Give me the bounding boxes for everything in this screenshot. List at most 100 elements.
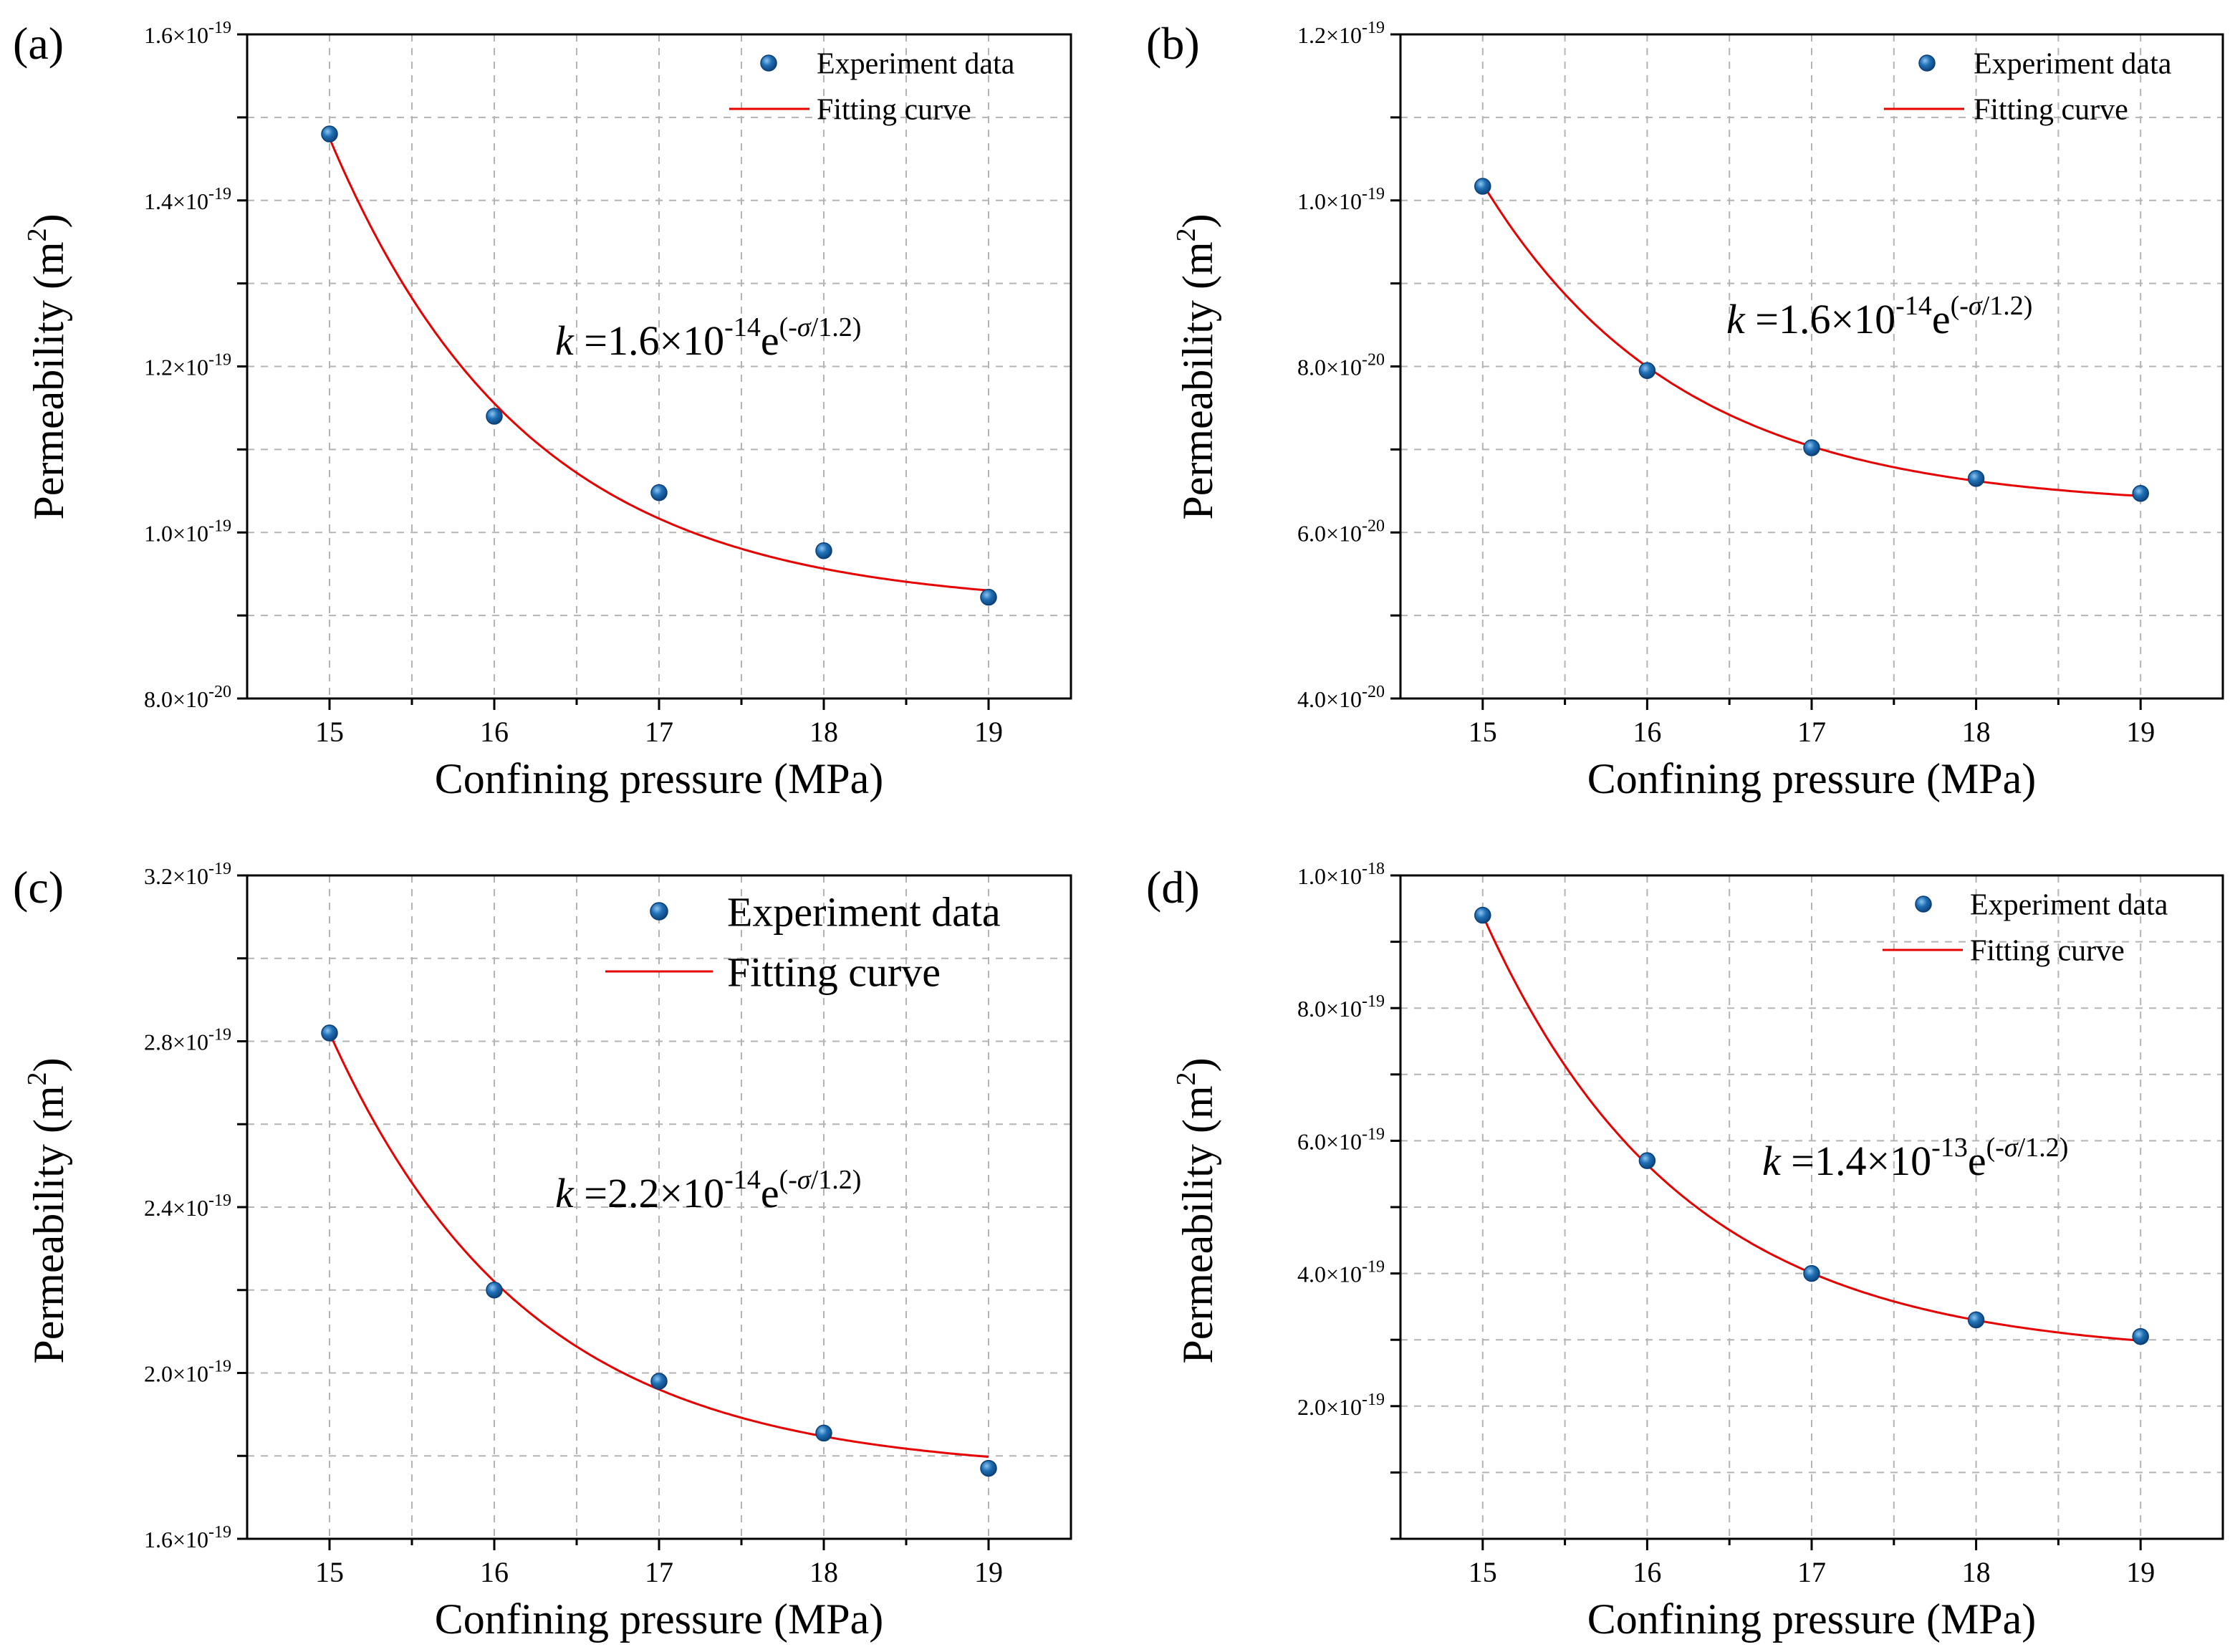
- x-axis-title: Confining pressure (MPa): [435, 1595, 884, 1643]
- y-tick-label: 1.6×10-19: [144, 19, 231, 48]
- data-point: [1967, 1311, 1985, 1329]
- x-tick-label: 17: [645, 716, 673, 748]
- x-tick-label: 16: [480, 1556, 509, 1588]
- gridlines: [247, 34, 1071, 698]
- panel-label: (c): [13, 862, 64, 913]
- x-tick-label: 15: [1469, 716, 1497, 748]
- y-tick-label: 1.0×10-19: [144, 517, 231, 546]
- x-tick-label: 19: [974, 1556, 1003, 1588]
- fit-equation: k =2.2×10-14e(-σ/1.2): [555, 1165, 861, 1216]
- data-point: [980, 588, 997, 606]
- data-point: [1967, 470, 1985, 487]
- y-tick-label: 3.2×10-19: [144, 860, 231, 889]
- y-tick-label: 1.0×10-19: [1297, 185, 1385, 214]
- chart-panel-4: 15 16 17 18 19 2.0×10-19 4.0×10-19 6.0×10-19 8.0…: [1146, 860, 2224, 1643]
- gridlines: [247, 875, 1071, 1539]
- legend-label-experiment: Experiment data: [1970, 889, 2168, 922]
- legend-label-fitting: Fitting curve: [727, 949, 941, 995]
- x-tick-label: 18: [1962, 1556, 1991, 1588]
- y-tick-label: 1.2×10-19: [144, 351, 231, 380]
- y-axis-title: Permeability (m2): [22, 1057, 72, 1363]
- panel-label: (a): [13, 18, 64, 69]
- chart-panel-3: 15 16 17 18 19 1.6×10-19 2.0×10-19 2.4×10-19 2.8…: [13, 860, 1072, 1643]
- x-tick-label: 19: [2126, 1556, 2155, 1588]
- x-tick-label: 18: [1962, 716, 1991, 748]
- y-tick-label: 1.4×10-19: [144, 185, 231, 214]
- data-point: [1638, 1152, 1656, 1169]
- y-tick-label: 8.0×10-20: [144, 683, 231, 712]
- x-tick-label: 18: [809, 1556, 838, 1588]
- x-tick-label: 16: [1633, 1556, 1661, 1588]
- y-tick-label: 4.0×10-19: [1297, 1258, 1385, 1287]
- legend-label-experiment: Experiment data: [817, 48, 1015, 81]
- x-tick-label: 17: [1797, 716, 1826, 748]
- panel-label: (b): [1146, 18, 1200, 69]
- y-tick-label: 1.2×10-19: [1297, 19, 1385, 48]
- data-point: [2132, 485, 2149, 502]
- y-tick-label: 1.6×10-19: [144, 1523, 231, 1552]
- data-point: [321, 125, 338, 143]
- x-tick-label: 17: [645, 1556, 673, 1588]
- data-point: [2132, 1327, 2149, 1345]
- data-point: [980, 1459, 997, 1477]
- chart-panel-2: 15 16 17 18 19 4.0×10-20 6.0×10-20 8.0×10-20 1.0…: [1146, 18, 2224, 802]
- y-axis-title: Permeability (m2): [22, 213, 72, 519]
- x-tick-label: 19: [974, 716, 1003, 748]
- y-axis-title: Permeability (m2): [1171, 1057, 1221, 1363]
- x-axis-title: Confining pressure (MPa): [1587, 755, 2037, 802]
- data-point: [486, 408, 503, 425]
- data-point: [1474, 178, 1491, 195]
- y-tick-label: 2.8×10-19: [144, 1026, 231, 1055]
- data-point: [1638, 362, 1656, 380]
- data-point: [1803, 439, 1820, 456]
- panel-label: (d): [1146, 862, 1200, 913]
- legend-marker-experiment: [1918, 54, 1936, 72]
- legend: Experiment data Fitting curve: [729, 48, 1015, 127]
- data-point: [486, 1282, 503, 1299]
- x-tick-label: 16: [1633, 716, 1661, 748]
- x-tick-label: 18: [809, 716, 838, 748]
- x-tick-label: 15: [315, 1556, 344, 1588]
- legend: Experiment data Fitting curve: [1883, 889, 2168, 968]
- y-tick-label: 4.0×10-20: [1297, 683, 1385, 712]
- data-point: [815, 1424, 832, 1442]
- x-axis-title: Confining pressure (MPa): [435, 755, 884, 802]
- gridlines: [1400, 34, 2223, 698]
- fit-equation: k =1.6×10-14e(-σ/1.2): [1726, 291, 2032, 342]
- y-tick-label: 8.0×10-20: [1297, 351, 1385, 380]
- data-point: [650, 484, 668, 501]
- y-tick-label: 2.0×10-19: [144, 1358, 231, 1387]
- gridlines: [1400, 875, 2223, 1539]
- legend-label-experiment: Experiment data: [1974, 48, 2172, 81]
- data-point: [650, 1373, 668, 1390]
- legend-label-experiment: Experiment data: [727, 888, 1001, 935]
- x-tick-label: 19: [2126, 716, 2155, 748]
- fit-equation: k =1.6×10-14e(-σ/1.2): [555, 312, 861, 364]
- x-tick-label: 15: [1469, 1556, 1497, 1588]
- fitting-curve-line: [328, 138, 989, 592]
- x-axis-title: Confining pressure (MPa): [1587, 1595, 2037, 1643]
- legend-label-fitting: Fitting curve: [1970, 935, 2125, 968]
- legend-label-fitting: Fitting curve: [1974, 94, 2128, 127]
- data-point: [1474, 906, 1491, 924]
- data-point: [1803, 1264, 1820, 1282]
- x-tick-label: 15: [315, 716, 344, 748]
- y-tick-label: 2.4×10-19: [144, 1191, 231, 1221]
- y-tick-label: 8.0×10-19: [1297, 992, 1385, 1022]
- y-tick-label: 1.0×10-18: [1297, 860, 1385, 889]
- y-tick-label: 6.0×10-19: [1297, 1125, 1385, 1154]
- legend-marker-experiment: [1915, 895, 1932, 913]
- data-point: [321, 1024, 338, 1042]
- legend: Experiment data Fitting curve: [605, 888, 1001, 995]
- x-tick-label: 16: [480, 716, 509, 748]
- y-axis-title: Permeability (m2): [1171, 213, 1221, 519]
- legend: Experiment data Fitting curve: [1884, 48, 2172, 127]
- y-tick-label: 6.0×10-20: [1297, 517, 1385, 546]
- chart-panel-1: 15 16 17 18 19 8.0×10-20 1.0×10-19 1.2×10-19 1.4…: [13, 18, 1072, 802]
- fit-equation: k =1.4×10-13e(-σ/1.2): [1762, 1133, 2068, 1184]
- legend-marker-experiment: [650, 902, 668, 921]
- legend-label-fitting: Fitting curve: [817, 94, 971, 127]
- x-tick-label: 17: [1797, 1556, 1826, 1588]
- legend-marker-experiment: [760, 54, 777, 72]
